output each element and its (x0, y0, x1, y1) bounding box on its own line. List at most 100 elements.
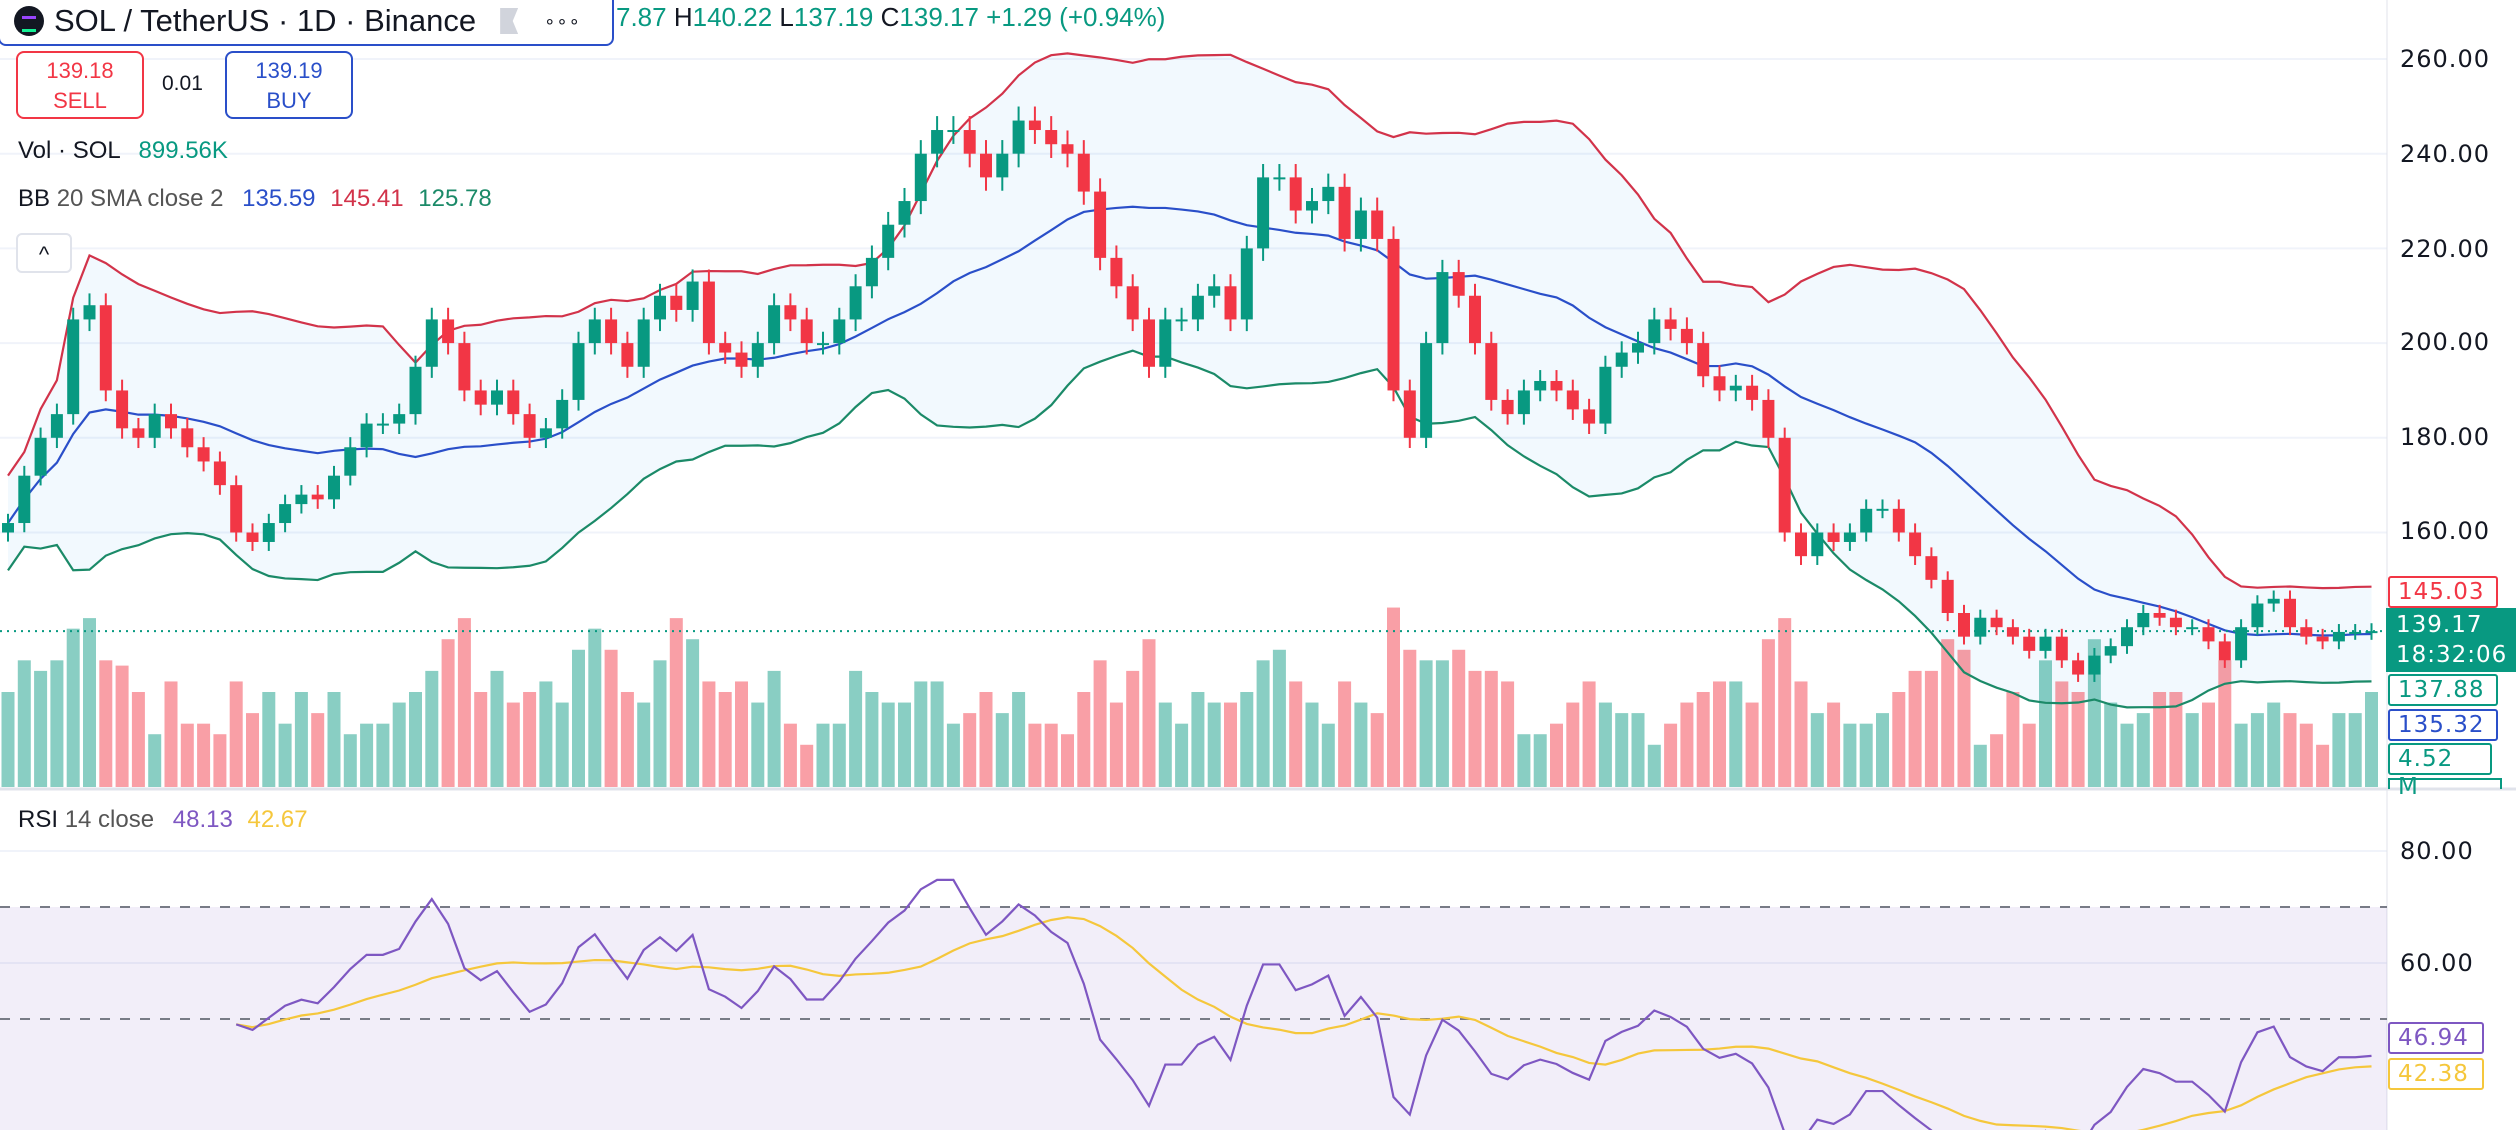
bb-upper-line (7, 52, 2372, 590)
candle-body (360, 423, 373, 448)
price-tick: 260.00 (2400, 45, 2490, 73)
candle-body (2137, 612, 2150, 628)
bar-countdown: 18:32:06 (2396, 642, 2508, 668)
volume-bar (2316, 744, 2330, 787)
candle-body (262, 523, 275, 542)
bb-lower-value: 125.78 (418, 185, 492, 212)
flag-icon[interactable] (500, 8, 519, 34)
candle-body (2218, 641, 2231, 661)
volume-bar (83, 618, 96, 787)
more-options-icon[interactable]: ∘∘∘ (544, 10, 581, 31)
volume-bar (588, 628, 602, 787)
candle-body (148, 414, 161, 438)
collapse-legend-button[interactable]: ^ (16, 233, 72, 273)
volume-bar (1924, 670, 1938, 787)
volume-legend[interactable]: Vol · SOL 899.56K (18, 137, 228, 165)
candle-body (1909, 532, 1922, 557)
candle-body (2349, 631, 2362, 634)
rsi-ma-value: 42.67 (247, 806, 308, 833)
candle-body (1028, 120, 1041, 131)
volume-bar (1533, 734, 1547, 787)
rsi-ma-line (236, 916, 2372, 1130)
candle-body (1534, 380, 1547, 391)
volume-bar (1224, 702, 1237, 787)
candle-body (1648, 319, 1661, 344)
volume-bar (881, 702, 895, 787)
candle-body (637, 319, 650, 367)
bb-lower-line (7, 349, 2372, 709)
candle-body (2055, 636, 2068, 661)
volume-bar (1403, 649, 1417, 787)
volume-bar (1452, 649, 1466, 787)
candle-body (963, 130, 976, 154)
candle-body (1566, 390, 1579, 410)
candle-body (246, 532, 259, 542)
volume-bar (2169, 692, 2183, 787)
candle-body (1697, 343, 1710, 377)
candle-body (2039, 636, 2052, 651)
volume-bar (800, 744, 814, 787)
volume-bar (1631, 713, 1645, 787)
volume-bar (1892, 692, 1906, 787)
candle-body (295, 494, 308, 505)
candle-body (458, 343, 471, 391)
high-value: 140.22 (692, 2, 773, 32)
candle-body (1615, 352, 1628, 367)
rsi-legend[interactable]: RSI 14 close 48.13 42.67 (18, 806, 308, 834)
candle-body (1045, 130, 1058, 145)
candle-body (18, 475, 31, 524)
candle-body (2365, 631, 2378, 634)
candle-body (539, 428, 552, 438)
candle-body (523, 414, 536, 438)
sell-button[interactable]: 139.18 SELL (16, 51, 144, 119)
volume-bar (1843, 723, 1857, 787)
volume-bar (1941, 639, 1955, 787)
volume-bar (1240, 692, 1254, 787)
candle-body (1550, 380, 1563, 391)
volume-bar (2136, 713, 2150, 787)
volume-bar (2104, 702, 2118, 787)
bb-lower-tag: 137.88 (2388, 674, 2498, 706)
candle-body (768, 305, 781, 344)
candle-body (1354, 210, 1367, 239)
candle-body (34, 437, 47, 476)
volume-bar (898, 702, 911, 787)
candle-body (2284, 598, 2296, 628)
candle-body (2088, 655, 2101, 675)
volume-bar (229, 681, 243, 787)
volume-bar (1158, 702, 1172, 787)
volume-bar (360, 723, 374, 787)
candle-body (621, 343, 634, 367)
candle-body (1974, 617, 1987, 637)
volume-bar (2022, 723, 2036, 787)
bb-legend[interactable]: BB 20 SMA close 2 135.59 145.41 125.78 (18, 185, 492, 213)
volume-bar (2267, 702, 2281, 787)
volume-bar (2234, 723, 2248, 787)
volume-bar (197, 723, 211, 787)
volume-bar (1142, 639, 1156, 787)
symbol-title-button[interactable]: SOL / TetherUS · 1D · Binance ∘∘∘ (0, 0, 614, 46)
candle-body (1746, 385, 1759, 400)
volume-bar (572, 649, 585, 787)
candle-body (328, 475, 340, 500)
candle-body (1485, 343, 1498, 400)
buy-button[interactable]: 139.19 BUY (225, 51, 353, 119)
candle-body (1990, 617, 2003, 628)
buy-label: BUY (266, 88, 312, 113)
volume-bar (2365, 692, 2378, 787)
candle-body (931, 130, 944, 154)
candle-body (556, 399, 569, 429)
volume-bar (246, 713, 259, 787)
candle-body (376, 423, 389, 426)
volume-bar (1, 692, 15, 787)
candle-body (654, 295, 666, 320)
bb-basis-value: 135.59 (242, 185, 316, 212)
rsi-ma-tag: 42.38 (2388, 1058, 2484, 1090)
candle-body (132, 428, 145, 438)
candle-body (50, 414, 63, 438)
volume-bar (1647, 744, 1661, 787)
candle-body (425, 319, 438, 367)
bb-legend-label: BB (18, 185, 51, 212)
candle-body (311, 494, 324, 500)
